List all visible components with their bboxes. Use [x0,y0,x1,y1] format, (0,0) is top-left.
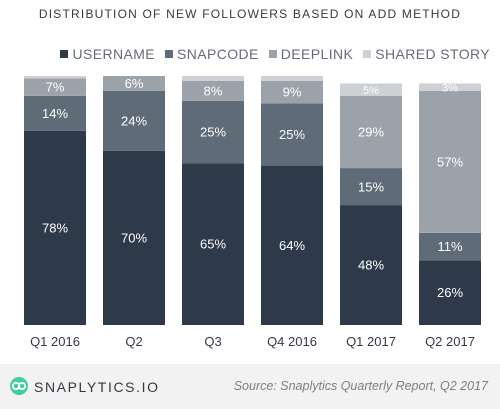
x-tick-label: Q4 2016 [267,334,317,349]
data-label: 24% [121,113,147,128]
footer: SNAPLYTICS.IO Source: Snaplytics Quarter… [0,364,500,409]
legend-swatch [60,50,69,58]
legend-item-deeplink: DEEPLINK [268,46,354,62]
bar-segment-snapcode-5 [419,232,481,261]
bar-segment-shared-story-0 [24,76,86,79]
data-label: 57% [437,154,463,169]
bar-segment-username-2 [182,163,244,325]
bar-segment-shared-story-5 [419,83,481,91]
bar-segment-username-1 [103,150,165,325]
data-label: 3% [442,83,458,95]
bar-segment-deeplink-4 [340,95,402,169]
legend-item-snapcode: SNAPCODE [165,46,259,62]
x-tick-label: Q3 [204,334,221,349]
bar-segment-deeplink-5 [419,90,481,233]
legend: USERNAME SNAPCODE DEEPLINK SHARED STORY [50,46,490,62]
data-label: 7% [46,80,65,95]
data-label: 65% [200,237,226,252]
data-label: 14% [42,106,68,121]
brand-name: SNAPLYTICS.IO [34,379,160,395]
x-tick-label: Q2 [125,334,142,349]
data-label: 6% [125,76,144,91]
bar-segment-shared-story-3 [261,76,323,81]
legend-swatch [363,50,372,58]
bar-segment-snapcode-4 [340,168,402,206]
bar-segment-username-5 [419,260,481,325]
source-note: Source: Snaplytics Quarterly Report, Q2 … [233,379,488,393]
legend-label: DEEPLINK [280,46,354,62]
data-label: 11% [437,239,462,254]
data-label: 29% [358,125,384,140]
x-tick-label: Q2 2017 [425,334,475,349]
bar-segment-snapcode-0 [24,95,86,131]
data-label: 48% [358,258,384,273]
bar-segment-shared-story-4 [340,83,402,96]
x-tick-label: Q1 2017 [346,334,396,349]
bar-segment-username-3 [261,165,323,325]
legend-swatch [165,50,173,58]
bar-segment-snapcode-2 [182,100,244,164]
data-label: 70% [121,230,147,245]
data-label: 78% [42,220,68,235]
stacked-bar-chart: 78% 14% 7% Q1 2016 70% 24% 6% Q2 65% 25% 8% Q3 64% 25… [24,76,481,349]
legend-label: USERNAME [72,46,155,62]
bar-segment-snapcode-3 [261,103,323,166]
data-label: 5% [363,85,379,97]
bar-segment-shared-story-2 [182,76,244,81]
bar-segment-username-4 [340,205,402,325]
data-label: 15% [358,179,384,194]
data-label: 25% [200,125,226,140]
bar-segment-deeplink-0 [24,78,86,96]
bar-segment-snapcode-1 [103,90,165,151]
legend-item-username: USERNAME [60,46,155,62]
x-tick-label: Q1 2016 [30,334,80,349]
chart-title: DISTRIBUTION OF NEW FOLLOWERS BASED ON A… [38,7,462,21]
data-label: 64% [279,238,305,253]
bar-segment-username-0 [24,130,86,325]
data-label: 25% [279,127,305,142]
data-label: 26% [437,285,463,300]
legend-swatch [268,50,277,58]
data-label: 9% [283,85,302,100]
bar-segment-deeplink-2 [182,81,244,101]
legend-label: SHARED STORY [375,46,490,62]
data-label: 8% [204,83,223,98]
snaplytics-logo-icon [10,377,28,395]
bar-segment-deeplink-1 [103,76,165,91]
legend-item-shared-story: SHARED STORY [363,46,490,62]
bar-segment-deeplink-3 [261,81,323,104]
legend-label: SNAPCODE [177,46,259,62]
